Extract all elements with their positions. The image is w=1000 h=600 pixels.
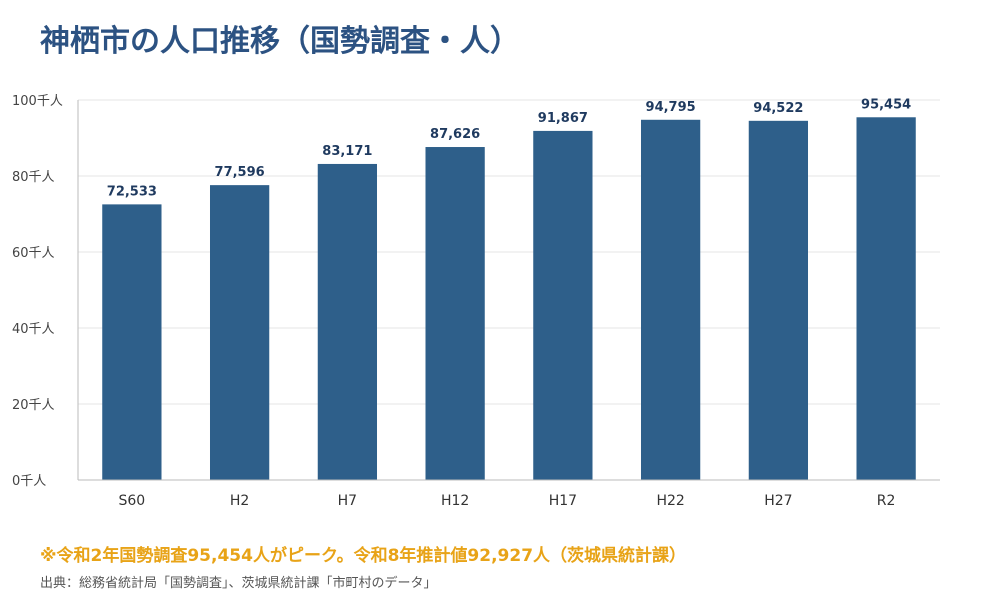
- value-label: 83,171: [322, 144, 372, 159]
- bar-s60: [102, 204, 162, 480]
- bar-h27: [748, 120, 809, 480]
- value-label: 95,454: [861, 97, 911, 112]
- bar-r2: [856, 117, 916, 480]
- value-label: 94,522: [753, 101, 803, 116]
- chart-title: 神栖市の人口推移（国勢調査・人）: [40, 24, 520, 59]
- y-tick-label: 80千人: [12, 170, 55, 185]
- value-label: 91,867: [538, 111, 588, 126]
- x-tick-label: H17: [549, 493, 577, 509]
- y-tick-label: 40千人: [12, 322, 55, 337]
- value-label: 77,596: [215, 165, 265, 180]
- x-tick-label: H22: [656, 493, 684, 509]
- source-citation: 出典：総務省統計局「国勢調査」、茨城県統計課「市町村のデータ」: [40, 576, 437, 591]
- bar-h22: [640, 119, 701, 481]
- x-tick-label: H7: [338, 493, 357, 509]
- footnote-peak: ※令和2年国勢調査95,454人がピーク。令和8年推計値92,927人（茨城県統…: [40, 546, 687, 566]
- x-axis-labels: S60 H2 H7 H12 H17 H22 H27 R2: [119, 493, 896, 509]
- grid-lines: [78, 99, 940, 405]
- bar-h12: [425, 147, 485, 481]
- bar-h2: [209, 185, 270, 480]
- y-tick-label: 20千人: [12, 398, 55, 413]
- value-label: 87,626: [430, 127, 480, 142]
- x-tick-label: S60: [119, 493, 146, 509]
- y-tick-label: 0千人: [12, 474, 46, 489]
- x-tick-label: H2: [230, 493, 249, 509]
- y-axis-ticks: 0千人 20千人 40千人 60千人 80千人 100千人: [12, 94, 63, 489]
- bar-h7: [317, 163, 378, 480]
- value-labels: 72,533 77,596 83,171 87,626 91,867 94,795 94,5…: [107, 97, 911, 199]
- bars: [102, 117, 916, 481]
- value-label: 94,795: [646, 100, 696, 115]
- value-label: 72,533: [107, 184, 157, 199]
- y-tick-label: 60千人: [12, 246, 55, 261]
- x-tick-label: H12: [441, 493, 469, 509]
- y-tick-label: 100千人: [12, 94, 63, 109]
- bar-h17: [533, 130, 593, 480]
- x-tick-label: R2: [877, 493, 896, 509]
- x-tick-label: H27: [764, 493, 792, 509]
